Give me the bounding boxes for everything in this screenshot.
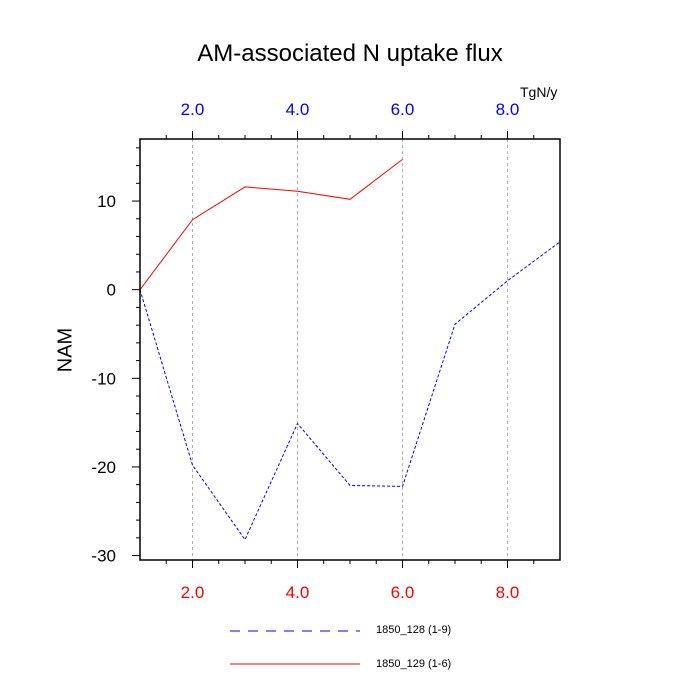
x-tick-label: 2.0 [181, 583, 205, 602]
axis-ticks: 2.0 2.0 4.0 4.0 6.0 6.0 8.0 8.0 -30 -20 -10 0 10 [91, 100, 535, 602]
y-tick-label: -30 [91, 547, 116, 566]
x-tick-label: 4.0 [286, 583, 310, 602]
chart-title: AM-associated N uptake flux [197, 40, 503, 67]
y-tick-label: -10 [91, 369, 116, 388]
top-x-tick-label: 4.0 [286, 100, 310, 119]
top-x-tick-label: 6.0 [391, 100, 415, 119]
top-axis-units: TgN/y [520, 84, 558, 100]
plot-frame [139, 138, 561, 561]
series-lines [139, 159, 561, 541]
y-tick-label: 0 [107, 281, 116, 300]
y-tick-label: 10 [97, 192, 116, 211]
top-x-tick-label: 2.0 [181, 100, 205, 119]
grid-lines [192, 139, 508, 560]
legend-label-1850-128: 1850_128 (1-9) [376, 624, 452, 636]
y-tick-label: -20 [91, 458, 116, 477]
top-x-tick-label: 8.0 [496, 100, 520, 119]
x-tick-label: 6.0 [391, 583, 415, 602]
series-line-1 [139, 241, 561, 541]
legend-label-1850-129: 1850_129 (1-6) [376, 658, 452, 670]
x-tick-label: 8.0 [496, 583, 520, 602]
legend [230, 630, 360, 665]
series-line-2 [139, 159, 403, 291]
